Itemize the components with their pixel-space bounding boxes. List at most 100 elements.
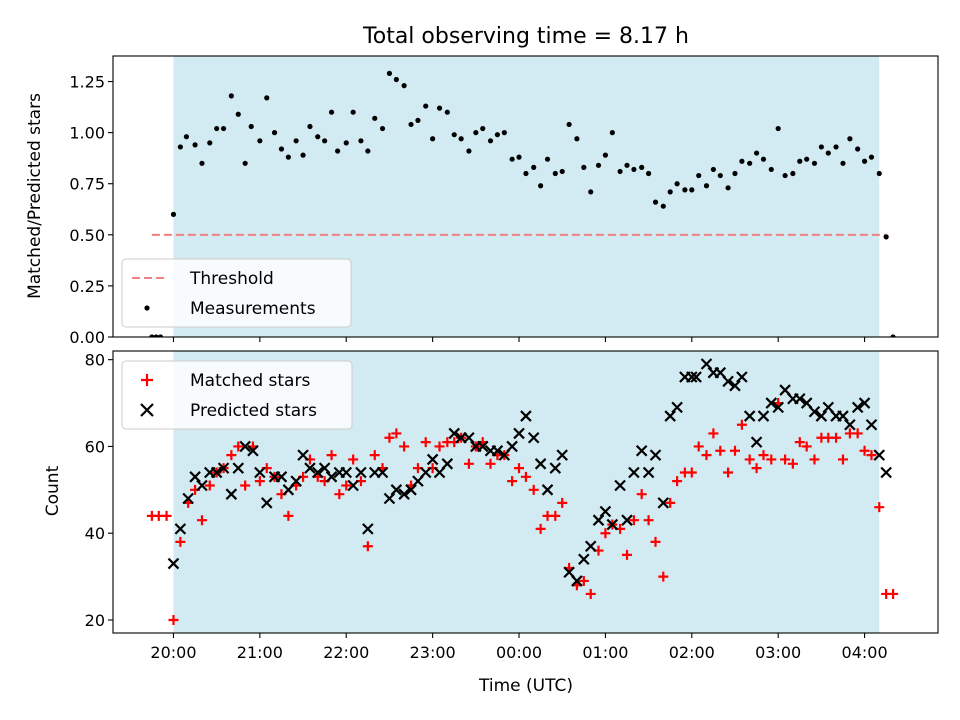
matched-star-point xyxy=(600,528,611,539)
measurement-point xyxy=(315,134,321,140)
measurement-point xyxy=(559,168,565,175)
measurement-point xyxy=(703,183,710,189)
matched-star-point xyxy=(837,454,848,465)
predicted-star-point xyxy=(297,449,309,461)
predicted-star-point xyxy=(239,440,251,453)
legend-label: Matched stars xyxy=(190,371,310,391)
predicted-star-point xyxy=(743,410,756,422)
matched-star-point xyxy=(831,432,842,443)
measurement-point xyxy=(876,170,882,177)
predicted-star-point xyxy=(736,371,748,383)
matched-star-point xyxy=(161,510,172,521)
matched-star-point xyxy=(787,458,798,469)
measurement-point xyxy=(149,334,155,337)
matched-star-point xyxy=(859,445,870,456)
predicted-star-point xyxy=(765,397,778,409)
matched-star-point xyxy=(723,467,734,478)
measurement-point xyxy=(847,136,853,142)
measurement-point xyxy=(278,146,285,152)
predicted-star-point xyxy=(476,440,489,453)
matched-star-point xyxy=(758,450,769,461)
predicted-star-point xyxy=(772,401,784,414)
legend-predicted-swatch xyxy=(140,403,154,417)
measurement-point xyxy=(509,156,515,162)
predicted-star-point xyxy=(844,418,856,431)
measurement-point xyxy=(473,130,479,136)
predicted-star-point xyxy=(671,401,683,414)
measurement-point xyxy=(358,138,364,144)
matched-star-point xyxy=(485,458,496,469)
matched-star-point xyxy=(348,454,359,465)
measurement-point xyxy=(235,111,241,117)
measurement-point xyxy=(790,170,796,177)
predicted-star-point xyxy=(628,466,640,479)
matched-star-point xyxy=(766,454,777,465)
measurement-point xyxy=(595,162,602,168)
x-tick-label: 23:00 xyxy=(410,643,456,662)
matched-star-point xyxy=(693,441,704,452)
predicted-star-point xyxy=(664,410,676,422)
measurement-point xyxy=(264,95,270,101)
matched-star-point xyxy=(334,489,345,500)
predicted-star-point xyxy=(347,479,359,492)
matched-star-point xyxy=(463,458,474,469)
measurement-point xyxy=(646,170,652,177)
predicted-star-point xyxy=(398,488,410,500)
matched-star-point xyxy=(514,463,525,474)
matched-star-point xyxy=(420,437,431,448)
predicted-star-point xyxy=(318,462,331,474)
predicted-star-point xyxy=(275,471,288,483)
predicted-star-point xyxy=(880,466,892,479)
matched-star-point xyxy=(233,441,244,452)
predicted-star-point xyxy=(657,497,670,509)
matched-star-point xyxy=(794,437,805,448)
y-tick-label: 0.75 xyxy=(69,175,105,194)
matched-star-point xyxy=(326,450,337,461)
measurement-point xyxy=(811,160,818,166)
y-tick-label: 1.00 xyxy=(69,124,105,143)
predicted-star-point xyxy=(527,431,540,444)
predicted-star-point xyxy=(621,514,633,526)
measurement-point xyxy=(401,83,407,89)
predicted-star-point xyxy=(448,427,461,440)
legend-label: Measurements xyxy=(190,299,316,319)
measurement-point xyxy=(617,168,623,175)
legend-label: Threshold xyxy=(189,269,274,289)
predicted-star-point xyxy=(174,523,187,535)
matched-star-point xyxy=(557,497,568,508)
legend-box xyxy=(121,360,353,430)
matched-star-point xyxy=(226,450,237,461)
measurement-point xyxy=(393,76,399,83)
measurement-point xyxy=(682,187,688,193)
measurement-point xyxy=(840,160,846,166)
x-tick-label: 22:00 xyxy=(323,643,369,662)
matched-star-point xyxy=(399,441,410,452)
matched-star-point xyxy=(650,536,661,547)
y-tick-label: 60 xyxy=(85,437,105,456)
matched-star-point xyxy=(686,467,697,478)
predicted-star-point xyxy=(260,497,273,509)
predicted-star-point xyxy=(232,462,245,474)
measurement-point xyxy=(581,164,587,170)
y-tick-label: 0.25 xyxy=(69,277,105,296)
x-tick-label: 04:00 xyxy=(842,643,888,662)
predicted-star-point xyxy=(757,410,770,422)
measurement-point xyxy=(566,121,572,128)
plot-area xyxy=(149,70,896,337)
matched-star-point xyxy=(507,476,518,487)
predicted-star-point xyxy=(851,401,864,414)
predicted-star-point xyxy=(873,449,886,461)
measurement-point xyxy=(372,115,378,121)
matched-star-point xyxy=(528,484,539,495)
measurement-point xyxy=(753,150,760,156)
x-tick-label: 02:00 xyxy=(669,643,715,662)
matched-star-point xyxy=(550,510,561,521)
measurement-point xyxy=(696,172,702,179)
measurement-point xyxy=(293,138,299,144)
predicted-star-point xyxy=(837,410,849,422)
measurement-point xyxy=(458,136,464,142)
measurement-point xyxy=(804,156,810,162)
measurement-point xyxy=(855,146,861,152)
matched-star-point xyxy=(801,441,812,452)
measurement-point xyxy=(183,134,190,140)
